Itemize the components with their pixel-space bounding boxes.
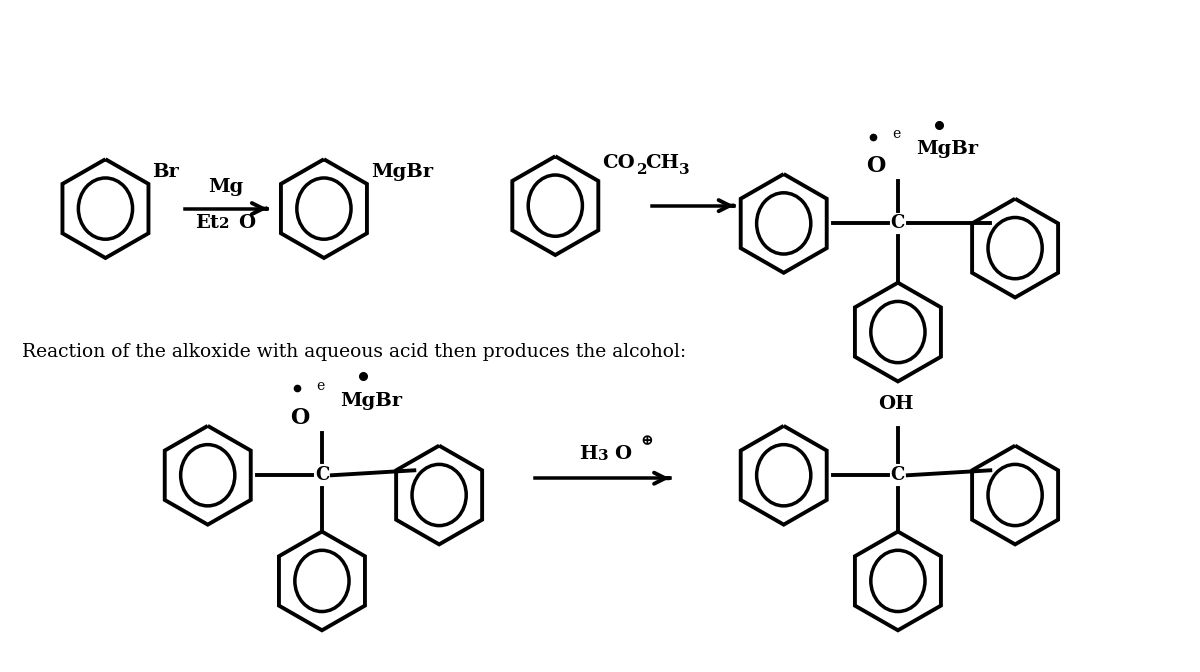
Text: C: C [314,466,329,485]
Text: CO: CO [602,154,635,172]
Text: H: H [580,446,598,464]
Text: Et: Et [196,214,220,232]
Text: ⊕: ⊕ [641,435,653,449]
Text: C: C [890,466,905,485]
Text: O: O [238,214,256,232]
Text: OH: OH [878,395,913,413]
Text: e: e [316,379,324,393]
Text: MgBr: MgBr [340,392,402,410]
Text: MgBr: MgBr [371,163,433,181]
Text: O: O [866,155,886,177]
Text: 3: 3 [598,450,608,464]
Text: C: C [890,214,905,233]
Text: MgBr: MgBr [916,140,978,158]
Text: O: O [614,446,631,464]
Text: Mg: Mg [209,178,244,196]
Text: O: O [290,407,310,429]
Text: 2: 2 [636,163,647,177]
Text: 2: 2 [220,216,229,230]
Text: 3: 3 [679,163,689,177]
Text: Reaction of the alkoxide with aqueous acid then produces the alcohol:: Reaction of the alkoxide with aqueous ac… [22,343,686,361]
Text: e: e [892,128,900,141]
Text: CH: CH [646,154,679,172]
Text: Br: Br [152,163,179,181]
